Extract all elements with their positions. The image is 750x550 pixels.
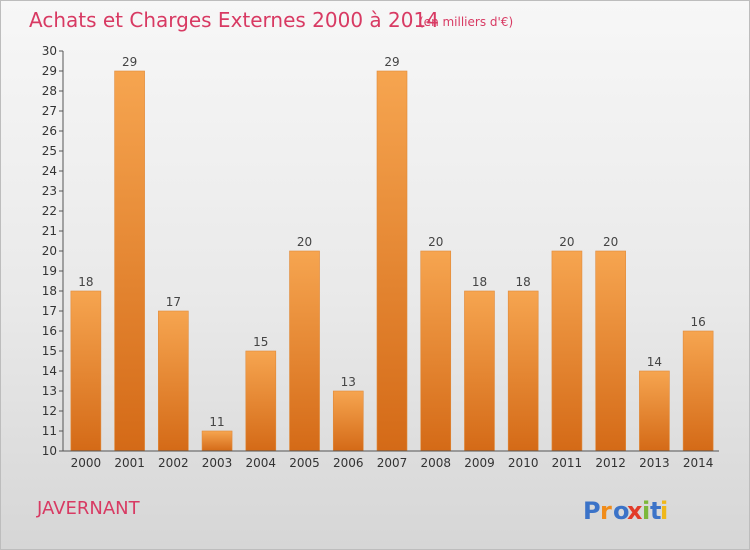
y-axis: 10 11 12 13 14 15 16 17 18 19 20 21 22 23 24 25 26 27 28 29… (42, 44, 64, 458)
bar-value-label: 29 (384, 55, 399, 69)
y-tick-label: 21 (42, 224, 57, 238)
bar-value-label: 20 (603, 235, 618, 249)
chart-subtitle: (en milliers d'€) (419, 15, 513, 29)
y-tick-label: 16 (42, 324, 57, 338)
logo-letter: r (600, 497, 612, 525)
bar-value-label: 20 (428, 235, 443, 249)
bar (376, 70, 408, 452)
bar-value-label: 18 (516, 275, 531, 289)
x-tick-label: 2008 (420, 456, 451, 470)
commune-name: JAVERNANT (36, 498, 141, 519)
bar (114, 70, 145, 452)
y-tick-label: 10 (42, 444, 57, 458)
y-tick-label: 15 (42, 344, 57, 358)
bar-value-label: 14 (647, 355, 662, 369)
logo-letter: i (660, 497, 668, 525)
bar (245, 350, 277, 452)
x-tick-label: 2009 (464, 456, 495, 470)
bar-value-label: 17 (166, 295, 181, 309)
bar-value-label: 13 (341, 375, 356, 389)
logo-letter: P (583, 497, 601, 525)
y-tick-label: 30 (42, 44, 57, 58)
logo-letter: x (627, 497, 643, 525)
logo-letter: i (642, 497, 650, 525)
bars-group: 18 29 17 11 15 20 13 29 20 18 18 20 20 14 16 (70, 55, 714, 452)
x-tick-label: 2014 (683, 456, 714, 470)
x-tick-label: 2000 (71, 456, 102, 470)
y-tick-label: 18 (42, 284, 57, 298)
x-tick-label: 2004 (246, 456, 277, 470)
bar (70, 290, 102, 452)
y-tick-label: 17 (42, 304, 57, 318)
bar-value-label: 15 (253, 335, 268, 349)
logo-letter: o (613, 497, 630, 525)
bar (332, 390, 364, 452)
y-tick-label: 27 (42, 104, 57, 118)
bar (507, 290, 539, 452)
x-tick-label: 2003 (202, 456, 233, 470)
bar (201, 430, 233, 452)
chart-title: Achats et Charges Externes 2000 à 2014 (29, 8, 439, 32)
bar (551, 250, 583, 452)
x-tick-label: 2001 (114, 456, 145, 470)
y-tick-label: 13 (42, 384, 57, 398)
y-tick-label: 28 (42, 84, 57, 98)
bar (289, 250, 320, 452)
bar-value-label: 16 (690, 315, 705, 329)
x-tick-label: 2011 (552, 456, 583, 470)
y-tick-label: 19 (42, 264, 57, 278)
x-tick-label: 2010 (508, 456, 539, 470)
y-tick-label: 25 (42, 144, 57, 158)
y-tick-label: 22 (42, 204, 57, 218)
x-tick-label: 2007 (377, 456, 408, 470)
bar (639, 370, 670, 452)
bar-value-label: 20 (559, 235, 574, 249)
y-tick-label: 20 (42, 244, 57, 258)
bar-value-label: 29 (122, 55, 137, 69)
x-tick-label: 2012 (595, 456, 626, 470)
bar-value-label: 18 (472, 275, 487, 289)
bar (464, 290, 495, 452)
bar (595, 250, 626, 452)
y-tick-label: 14 (42, 364, 57, 378)
x-tick-label: 2005 (289, 456, 320, 470)
x-tick-label: 2006 (333, 456, 364, 470)
bar-value-label: 18 (78, 275, 93, 289)
logo-letter: t (650, 497, 661, 525)
y-tick-label: 11 (42, 424, 57, 438)
y-tick-label: 24 (42, 164, 57, 178)
bar (420, 250, 452, 452)
bar (682, 330, 714, 452)
bar (158, 310, 189, 452)
bar-value-label: 20 (297, 235, 312, 249)
y-tick-label: 26 (42, 124, 57, 138)
y-tick-label: 12 (42, 404, 57, 418)
x-tick-label: 2013 (639, 456, 670, 470)
bar-value-label: 11 (209, 415, 224, 429)
y-tick-label: 29 (42, 64, 57, 78)
x-axis: 2000 2001 2002 2003 2004 2005 2006 2007 2008 2009… (63, 450, 719, 470)
x-tick-label: 2002 (158, 456, 189, 470)
y-tick-label: 23 (42, 184, 57, 198)
